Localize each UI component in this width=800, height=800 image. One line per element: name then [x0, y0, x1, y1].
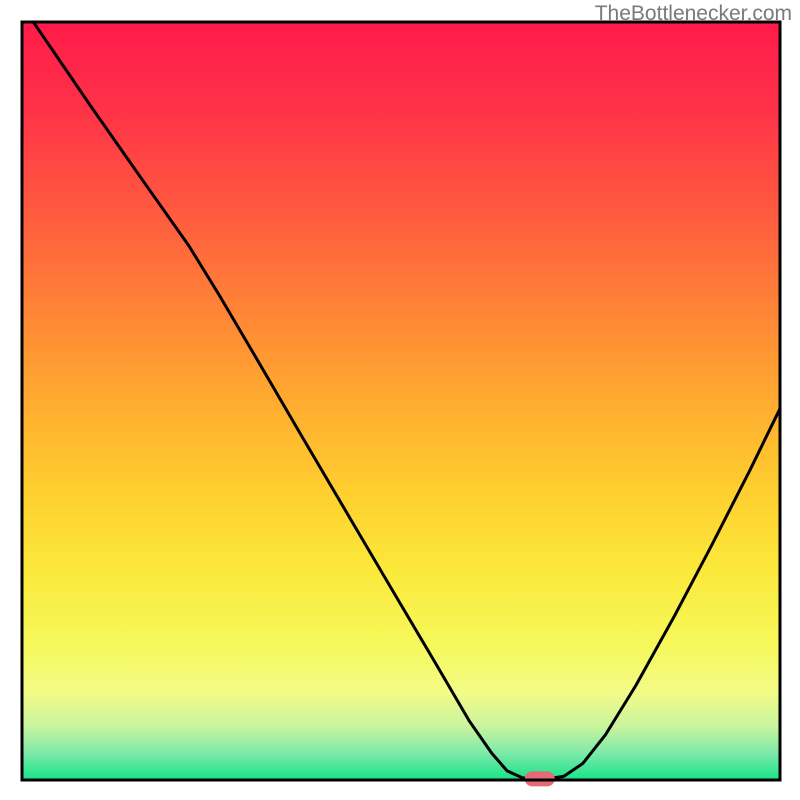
bottleneck-chart: TheBottlenecker.com: [0, 0, 800, 800]
chart-plot-area: [0, 0, 800, 800]
gradient-background: [22, 22, 780, 780]
watermark-text: TheBottlenecker.com: [595, 2, 792, 26]
